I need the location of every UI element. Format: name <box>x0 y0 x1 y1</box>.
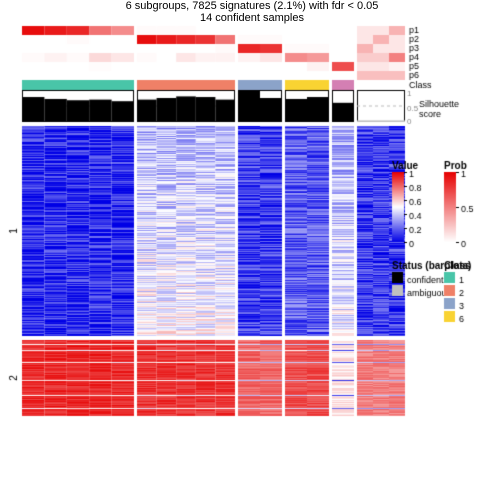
figure-canvas <box>0 24 504 497</box>
title-line2: 14 confident samples <box>0 12 504 24</box>
title-line1: 6 subgroups, 7825 signatures (2.1%) with… <box>0 0 504 12</box>
